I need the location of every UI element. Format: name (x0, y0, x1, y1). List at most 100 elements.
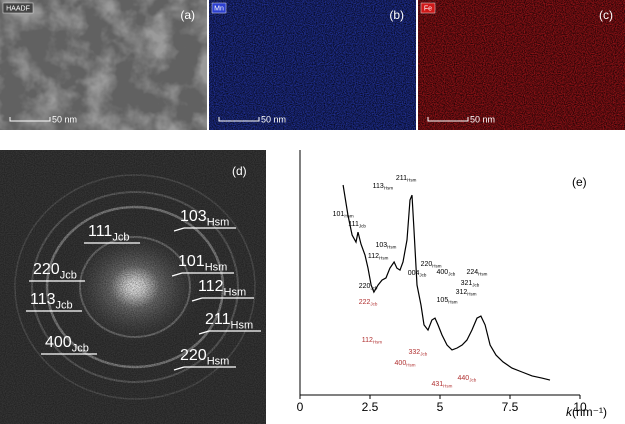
phase: Jcb (359, 224, 367, 229)
x-tick-label: 0 (297, 400, 304, 414)
indexed-label: 400Hsm (395, 360, 416, 368)
badge-bg (420, 2, 436, 14)
diffraction-texture (0, 150, 266, 424)
phase: Hsm (387, 245, 396, 250)
phase: Hsm (467, 292, 476, 297)
phase: Hsm (207, 217, 230, 229)
phase: Jcb (448, 272, 456, 277)
x-tick-label: 10 (573, 400, 587, 414)
index: 400 (437, 269, 449, 276)
index: 211 (205, 311, 231, 328)
mn-texture (209, 0, 416, 130)
phase: Jcb (472, 283, 480, 288)
index: 312 (456, 289, 468, 296)
index: 103 (375, 242, 387, 249)
phase: Jcb (370, 302, 378, 307)
indexed-label: 105Hsm (437, 297, 458, 305)
phase: Hsm (478, 272, 487, 277)
scale-label: 50 nm (470, 114, 495, 124)
phase: Hsm (231, 320, 254, 332)
badge: Fe (424, 5, 432, 12)
index: 103 (180, 208, 207, 225)
phase: Hsm (379, 256, 388, 261)
index: 113 (30, 291, 56, 308)
panel-label: (a) (180, 8, 195, 22)
label-underline (198, 330, 210, 335)
fe-texture (418, 0, 625, 130)
phase: Hsm (384, 186, 393, 191)
phase: Jcb (60, 270, 77, 282)
indexed-label: 332Jcb (409, 349, 428, 357)
indexed-label: 400Jcb (45, 334, 89, 354)
index: 222 (359, 299, 371, 306)
spectrum-line (342, 184, 551, 381)
index: 113 (373, 183, 384, 190)
label-underline (173, 227, 185, 232)
index: 101 (178, 253, 205, 270)
scale-bar (427, 117, 469, 122)
index: 112 (368, 253, 379, 260)
indexed-label: 440Jcb (458, 375, 477, 383)
phase: Hsm (432, 264, 441, 269)
x-tick-label: 5 (437, 400, 444, 414)
phase: Jcb (112, 232, 129, 244)
badge: Mn (214, 5, 224, 12)
index: 220 (180, 347, 207, 364)
phase: Jcb (419, 273, 427, 278)
index: 111 (88, 223, 112, 240)
indexed-label: 103Hsm (375, 242, 396, 250)
phase: Hsm (373, 340, 382, 345)
index: 112 (362, 337, 373, 344)
phase: Hsm (406, 363, 415, 368)
index: 220 (33, 261, 60, 278)
phase: Hsm (448, 300, 457, 305)
indexed-label: 113Jcb (30, 291, 73, 311)
indexed-label: 112Hsm (368, 253, 389, 261)
phase: Jcb (420, 352, 428, 357)
panel-label: (b) (389, 8, 404, 22)
index: 220 (359, 283, 371, 290)
x-tick-label: 2.5 (362, 400, 379, 414)
scale-bar (9, 117, 51, 122)
index: 211 (396, 175, 407, 182)
index: 220 (421, 261, 433, 268)
indexed-label: 220Jcb (359, 283, 378, 291)
x-tick-label: 7.5 (502, 400, 519, 414)
phase: Jcb (469, 378, 477, 383)
phase: Hsm (207, 356, 230, 368)
x-axis-unit: (nm⁻¹) (572, 405, 607, 419)
panel-label: (e) (572, 175, 587, 189)
indexed-label: 220Hsm (421, 261, 442, 269)
label-underline (173, 366, 185, 371)
index: 321 (461, 280, 473, 287)
indexed-label: 004Jcb (408, 270, 427, 278)
indexed-label: 211Hsm (396, 175, 417, 183)
phase: Hsm (407, 178, 416, 183)
index: 224 (466, 269, 478, 276)
indexed-label: 400Jcb (437, 269, 456, 277)
badge-bg (211, 2, 227, 14)
x-axis-label: k(nm⁻¹) (566, 405, 607, 419)
index: 004 (408, 270, 420, 277)
label-underline (171, 272, 183, 277)
index: 101 (333, 211, 345, 218)
indexed-label: 224Hsm (466, 269, 487, 277)
scale-bar (218, 117, 260, 122)
phase: Jcb (370, 286, 378, 291)
panel-label: (c) (599, 8, 613, 22)
scale-label: 50 nm (261, 114, 286, 124)
indexed-label: 431Hsm (431, 381, 452, 389)
diffraction-image (0, 150, 266, 424)
badge: HAADF (6, 5, 30, 12)
indexed-label: 111Jcb (88, 223, 129, 243)
phase: Hsm (224, 287, 247, 299)
indexed-label: 220Hsm (180, 347, 229, 367)
indexed-label: 101Hsm (333, 211, 354, 219)
indexed-label: 222Jcb (359, 299, 378, 307)
indexed-label: 113Hsm (373, 183, 394, 191)
phase: Jcb (72, 343, 89, 355)
index: 112 (198, 278, 224, 295)
index: 400 (395, 360, 407, 367)
indexed-label: 103Hsm (180, 208, 229, 228)
